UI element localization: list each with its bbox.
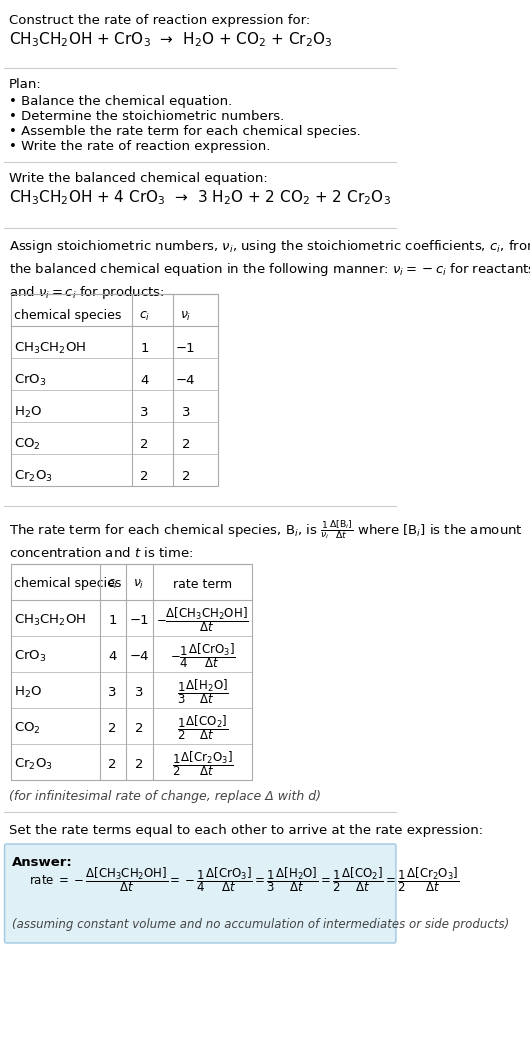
Text: CO$_2$: CO$_2$ (14, 436, 41, 452)
Text: −4: −4 (176, 373, 196, 387)
Text: $\dfrac{1}{3}\dfrac{\Delta[\mathrm{H_2O}]}{\Delta t}$: $\dfrac{1}{3}\dfrac{\Delta[\mathrm{H_2O}… (176, 678, 228, 706)
Text: CO$_2$: CO$_2$ (14, 721, 41, 735)
Text: $-\dfrac{1}{4}\dfrac{\Delta[\mathrm{CrO_3}]}{\Delta t}$: $-\dfrac{1}{4}\dfrac{\Delta[\mathrm{CrO_… (170, 641, 235, 670)
Text: 1: 1 (108, 614, 117, 627)
Text: $c_i$: $c_i$ (139, 310, 150, 322)
Text: 4: 4 (109, 650, 117, 662)
Text: −1: −1 (129, 614, 149, 627)
Text: Cr$_2$O$_3$: Cr$_2$O$_3$ (14, 469, 53, 483)
Text: 3: 3 (182, 406, 190, 418)
Text: (for infinitesimal rate of change, replace Δ with d): (for infinitesimal rate of change, repla… (9, 790, 321, 803)
Text: rate $= -\dfrac{\Delta[\mathrm{CH_3CH_2OH}]}{\Delta t} = -\dfrac{1}{4}\dfrac{\De: rate $= -\dfrac{\Delta[\mathrm{CH_3CH_2O… (29, 866, 459, 894)
Text: (assuming constant volume and no accumulation of intermediates or side products): (assuming constant volume and no accumul… (12, 918, 509, 931)
Text: $\dfrac{1}{2}\dfrac{\Delta[\mathrm{CO_2}]}{\Delta t}$: $\dfrac{1}{2}\dfrac{\Delta[\mathrm{CO_2}… (177, 713, 228, 743)
Text: $\dfrac{1}{2}\dfrac{\Delta[\mathrm{Cr_2O_3}]}{\Delta t}$: $\dfrac{1}{2}\dfrac{\Delta[\mathrm{Cr_2O… (172, 750, 233, 778)
Text: CH$_3$CH$_2$OH: CH$_3$CH$_2$OH (14, 340, 86, 356)
Text: Cr$_2$O$_3$: Cr$_2$O$_3$ (14, 756, 53, 772)
Text: CrO$_3$: CrO$_3$ (14, 372, 47, 388)
Text: Set the rate terms equal to each other to arrive at the rate expression:: Set the rate terms equal to each other t… (9, 824, 483, 837)
Text: CH$_3$CH$_2$OH: CH$_3$CH$_2$OH (14, 613, 86, 628)
Text: 3: 3 (108, 685, 117, 699)
Text: 3: 3 (140, 406, 148, 418)
Text: H$_2$O: H$_2$O (14, 684, 42, 700)
FancyBboxPatch shape (5, 844, 396, 943)
Text: 2: 2 (140, 470, 148, 482)
Text: 4: 4 (140, 373, 148, 387)
Text: 2: 2 (182, 437, 190, 451)
Text: • Write the rate of reaction expression.: • Write the rate of reaction expression. (9, 140, 270, 153)
Text: $c_i$: $c_i$ (107, 577, 118, 591)
Text: Answer:: Answer: (12, 856, 73, 869)
Text: $\nu_i$: $\nu_i$ (180, 310, 191, 322)
Text: −1: −1 (176, 341, 196, 355)
Text: Assign stoichiometric numbers, $\nu_i$, using the stoichiometric coefficients, $: Assign stoichiometric numbers, $\nu_i$, … (9, 238, 530, 301)
Text: 2: 2 (135, 722, 143, 734)
Text: $-\dfrac{\Delta[\mathrm{CH_3CH_2OH}]}{\Delta t}$: $-\dfrac{\Delta[\mathrm{CH_3CH_2OH}]}{\D… (156, 606, 249, 634)
Text: chemical species: chemical species (14, 310, 122, 322)
Text: CH$_3$CH$_2$OH + CrO$_3$  →  H$_2$O + CO$_2$ + Cr$_2$O$_3$: CH$_3$CH$_2$OH + CrO$_3$ → H$_2$O + CO$_… (9, 30, 333, 49)
Text: The rate term for each chemical species, B$_i$, is $\frac{1}{\nu_i}\frac{\Delta[: The rate term for each chemical species,… (9, 518, 523, 561)
Text: −4: −4 (129, 650, 149, 662)
Text: Write the balanced chemical equation:: Write the balanced chemical equation: (9, 172, 268, 185)
Text: 2: 2 (108, 722, 117, 734)
Text: 2: 2 (108, 757, 117, 771)
Bar (11, 294, 218, 486)
Text: 2: 2 (135, 757, 143, 771)
Text: Construct the rate of reaction expression for:: Construct the rate of reaction expressio… (9, 14, 311, 27)
Text: • Assemble the rate term for each chemical species.: • Assemble the rate term for each chemic… (9, 126, 361, 138)
Text: 2: 2 (182, 470, 190, 482)
Text: • Determine the stoichiometric numbers.: • Determine the stoichiometric numbers. (9, 110, 284, 123)
Text: CrO$_3$: CrO$_3$ (14, 649, 47, 663)
Text: $\nu_i$: $\nu_i$ (134, 577, 145, 591)
Text: 2: 2 (140, 437, 148, 451)
Text: Plan:: Plan: (9, 78, 42, 91)
Text: 1: 1 (140, 341, 148, 355)
Text: rate term: rate term (173, 577, 232, 591)
Text: 3: 3 (135, 685, 143, 699)
Text: CH$_3$CH$_2$OH + 4 CrO$_3$  →  3 H$_2$O + 2 CO$_2$ + 2 Cr$_2$O$_3$: CH$_3$CH$_2$OH + 4 CrO$_3$ → 3 H$_2$O + … (9, 188, 391, 207)
Text: chemical species: chemical species (14, 577, 122, 591)
Text: H$_2$O: H$_2$O (14, 405, 42, 419)
Text: • Balance the chemical equation.: • Balance the chemical equation. (9, 95, 232, 108)
Bar (11, 564, 252, 780)
